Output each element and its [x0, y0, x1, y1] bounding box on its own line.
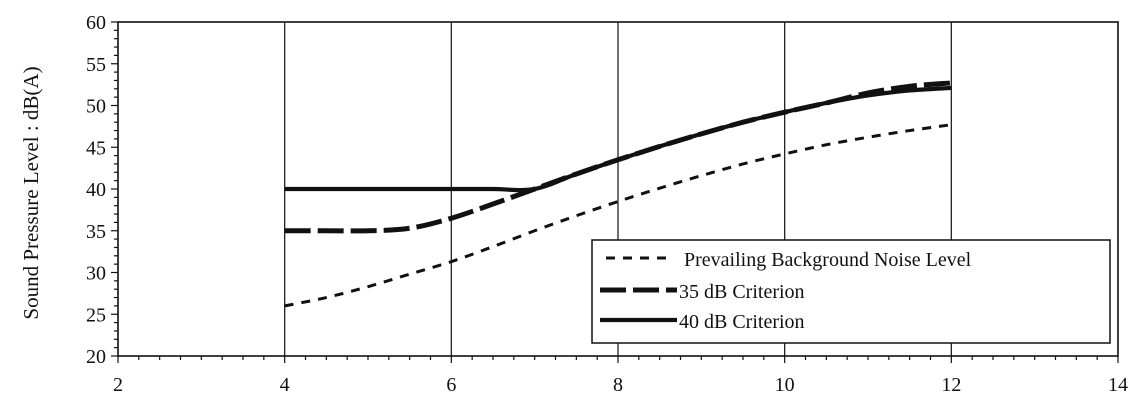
- x-axis-ticks: 2 4 6 8 10 12 14: [113, 356, 1128, 396]
- y-tick-label: 30: [86, 263, 106, 285]
- legend: Prevailing Background Noise Level 35 dB C…: [591, 239, 1111, 344]
- legend-label: 40 dB Criterion: [679, 311, 805, 333]
- x-tick-label: 14: [1108, 374, 1128, 396]
- legend-label: 35 dB Criterion: [679, 281, 805, 303]
- y-axis-label: Sound Pressure Level : dB(A): [19, 66, 43, 319]
- x-tick-label: 4: [280, 374, 290, 396]
- y-tick-label: 25: [86, 304, 106, 326]
- x-tick-label: 10: [775, 374, 795, 396]
- series-line-solid: [284, 85, 952, 193]
- legend-label: Prevailing Background Noise Level: [684, 249, 972, 271]
- x-tick-label: 6: [446, 374, 456, 396]
- y-tick-label: 55: [86, 54, 106, 76]
- y-tick-label: 35: [86, 221, 106, 243]
- legend-box: [591, 239, 1111, 344]
- y-axis-ticks: 20 25 30 35 40 45 50 55 60: [86, 12, 118, 368]
- y-tick-label: 20: [86, 346, 106, 368]
- x-tick-label: 2: [113, 374, 123, 396]
- series-lines: [284, 80, 952, 308]
- x-tick-label: 8: [613, 374, 623, 396]
- y-tick-label: 60: [86, 12, 106, 34]
- x-tick-label: 12: [941, 374, 961, 396]
- series-line-dotted: [284, 123, 952, 308]
- y-tick-label: 40: [86, 179, 106, 201]
- y-tick-label: 50: [86, 96, 106, 118]
- y-tick-label: 45: [86, 137, 106, 159]
